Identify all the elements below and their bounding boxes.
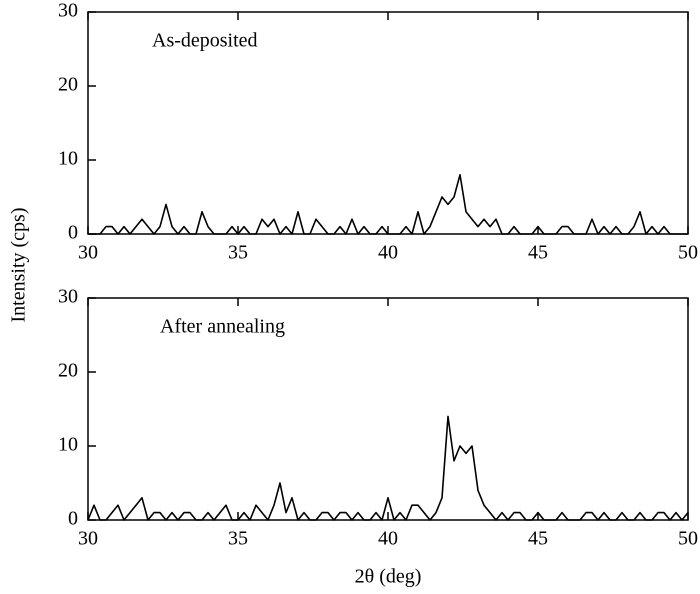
x-tick-label: 50 bbox=[678, 528, 698, 550]
y-tick-label: 20 bbox=[58, 74, 78, 96]
y-tick-label: 30 bbox=[58, 0, 78, 22]
x-tick-label: 50 bbox=[678, 242, 698, 264]
data-line bbox=[88, 174, 688, 235]
y-tick-label: 30 bbox=[58, 286, 78, 308]
y-tick-label: 10 bbox=[58, 434, 78, 456]
y-axis-label: Intensity (cps) bbox=[8, 208, 30, 323]
x-tick-label: 30 bbox=[78, 528, 98, 550]
y-tick-label: 0 bbox=[68, 222, 78, 244]
x-tick-label: 30 bbox=[78, 242, 98, 264]
annotation: As-deposited bbox=[152, 30, 258, 52]
x-tick-label: 40 bbox=[378, 528, 398, 550]
x-tick-label: 40 bbox=[378, 242, 398, 264]
x-tick-label: 45 bbox=[528, 242, 548, 264]
x-tick-label: 45 bbox=[528, 528, 548, 550]
y-tick-label: 20 bbox=[58, 360, 78, 382]
x-tick-label: 35 bbox=[228, 528, 248, 550]
y-tick-label: 0 bbox=[68, 508, 78, 530]
annotation: After annealing bbox=[160, 316, 285, 338]
x-tick-label: 35 bbox=[228, 242, 248, 264]
y-tick-label: 10 bbox=[58, 148, 78, 170]
data-line bbox=[87, 415, 689, 521]
x-axis-label: 2θ (deg) bbox=[355, 566, 422, 588]
